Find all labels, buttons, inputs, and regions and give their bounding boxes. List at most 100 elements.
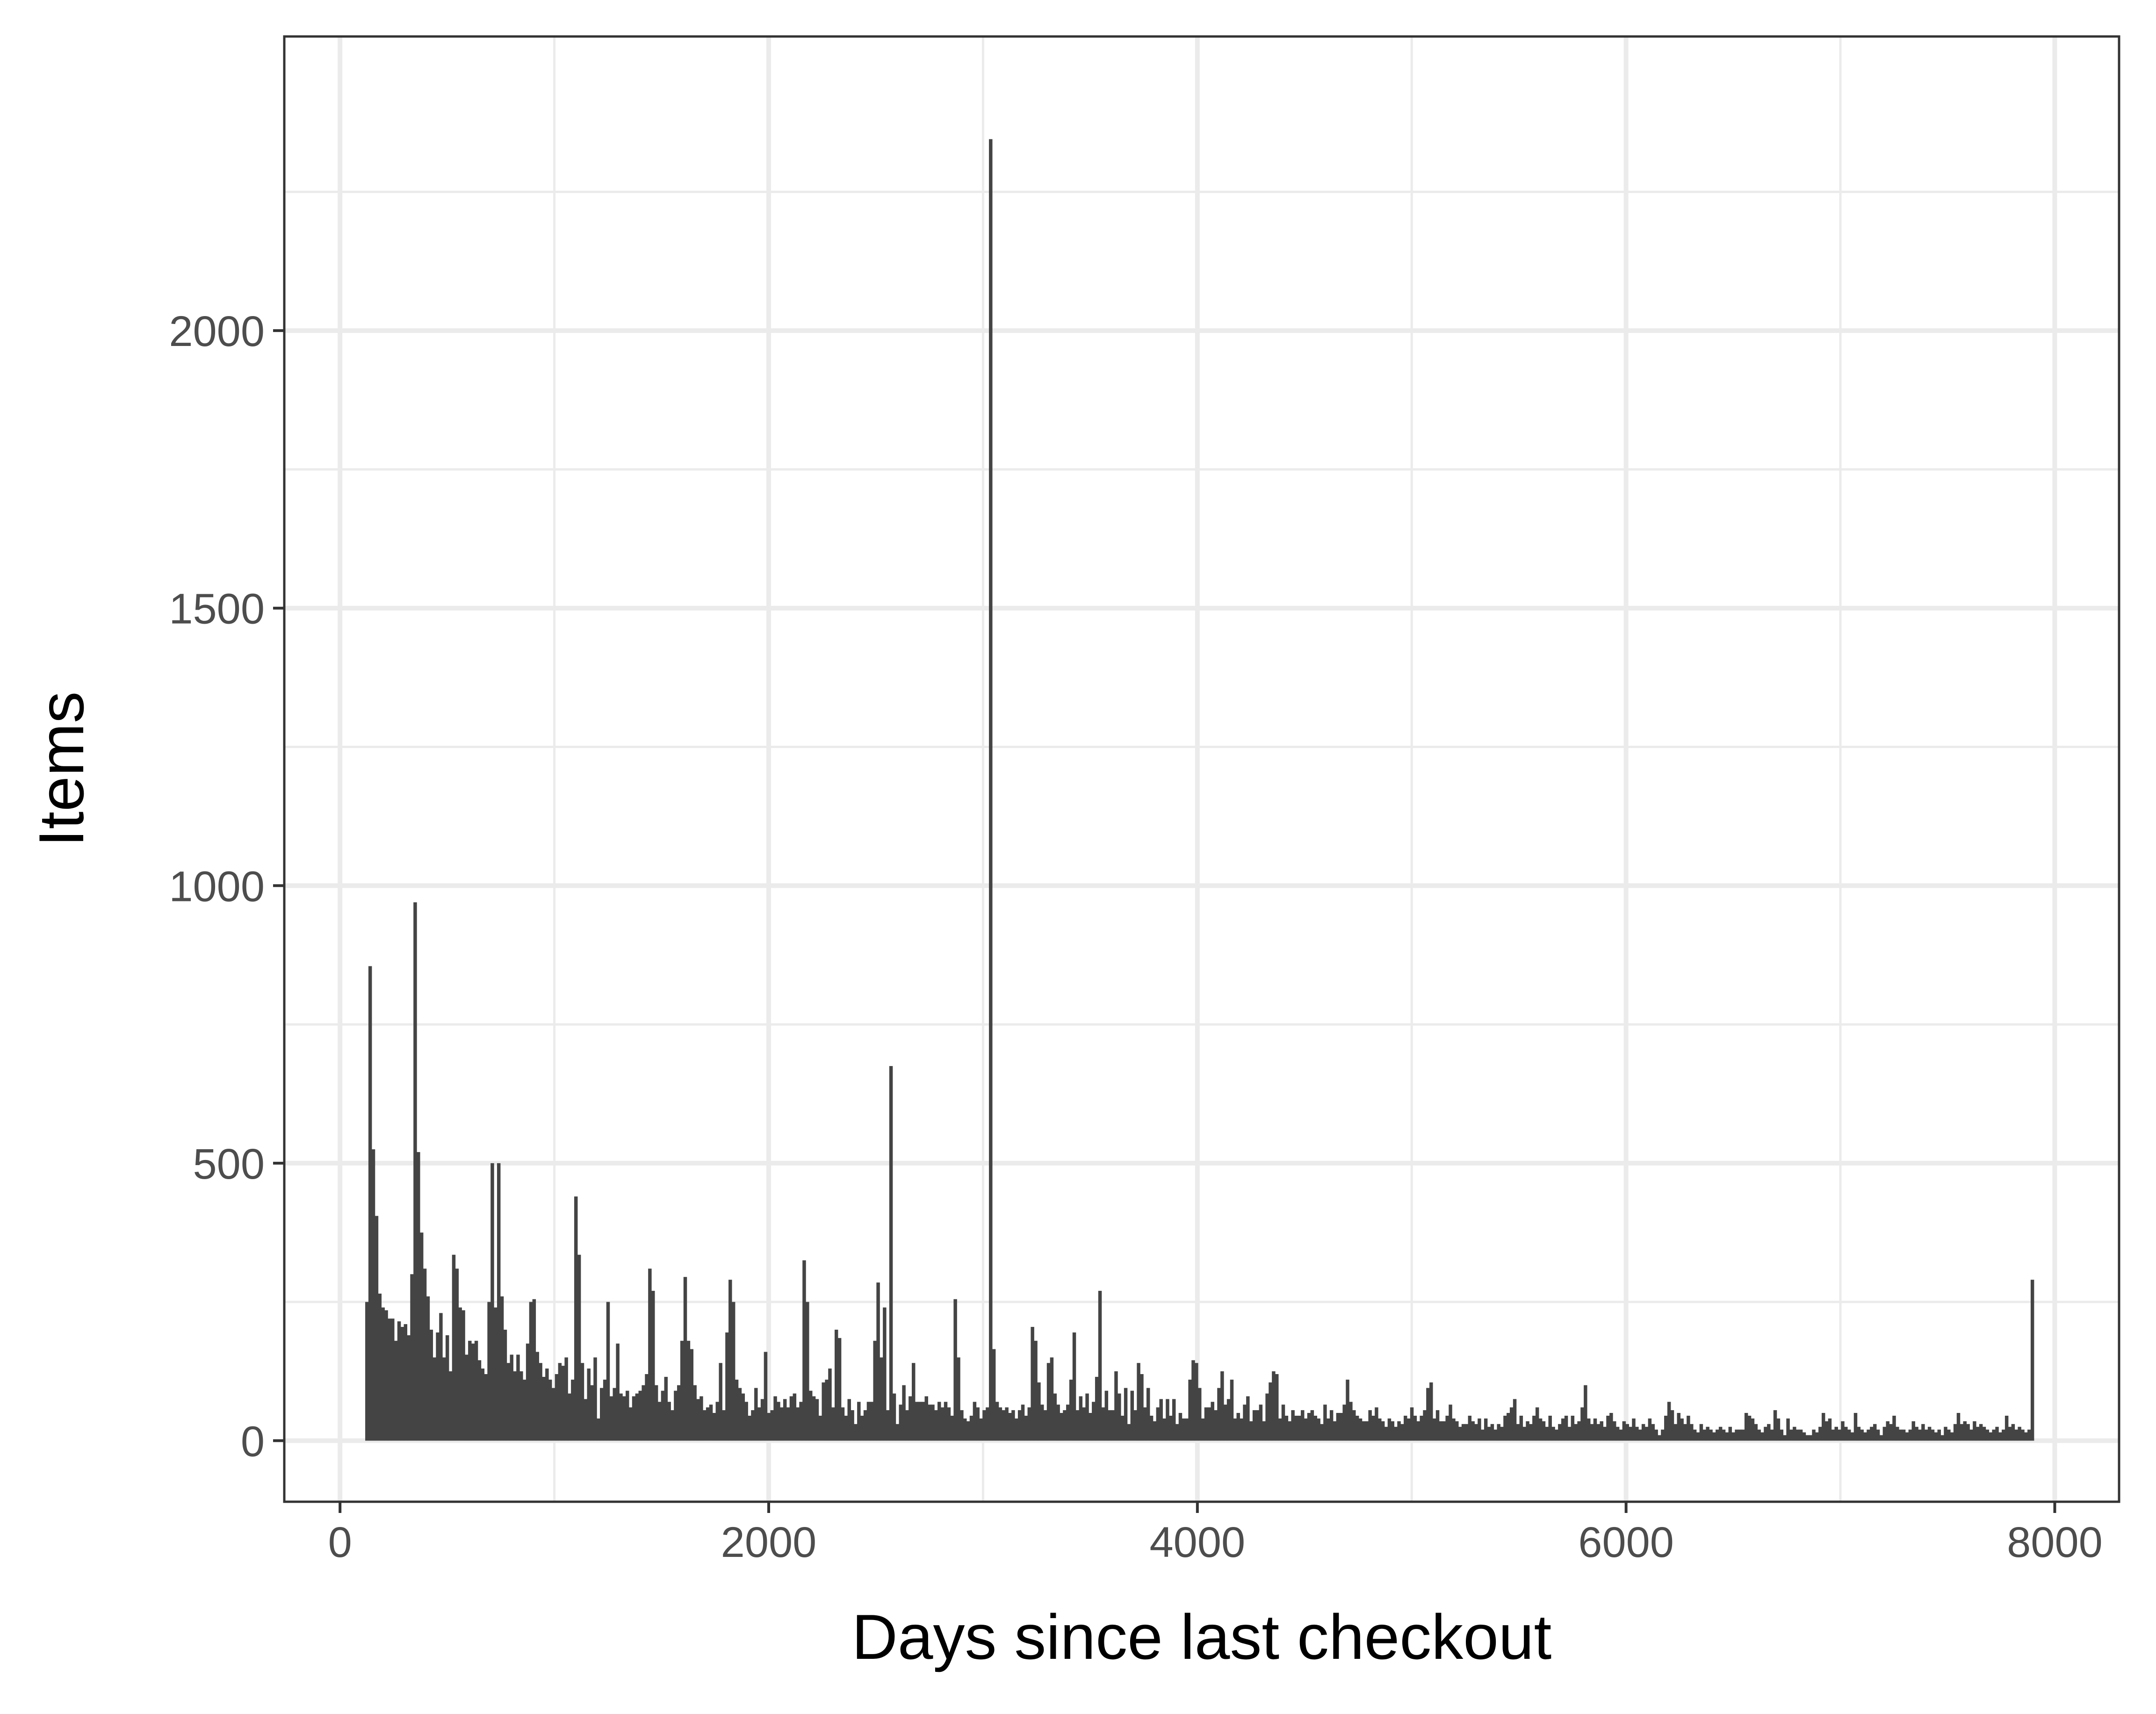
- histogram-bar: [1166, 1399, 1169, 1441]
- histogram-bar: [748, 1415, 751, 1441]
- histogram-bar: [1146, 1388, 1150, 1441]
- histogram-bar: [1011, 1410, 1015, 1441]
- histogram-bar: [969, 1415, 973, 1441]
- histogram-bar: [1542, 1421, 1546, 1441]
- histogram-bar: [1339, 1413, 1343, 1441]
- histogram-bar: [461, 1310, 465, 1441]
- y-tick-label: 500: [193, 1140, 265, 1188]
- histogram-bar: [426, 1296, 430, 1441]
- histogram-bar: [622, 1396, 626, 1441]
- histogram-bar: [1593, 1418, 1597, 1441]
- histogram-bar: [1468, 1415, 1472, 1441]
- histogram-bar: [696, 1399, 700, 1441]
- histogram-bar: [1490, 1424, 1494, 1441]
- histogram-bar: [477, 1360, 482, 1441]
- histogram-bar: [1435, 1410, 1440, 1441]
- histogram-bar: [1156, 1407, 1160, 1441]
- histogram-bar: [1043, 1410, 1047, 1441]
- histogram-bar: [1391, 1421, 1395, 1441]
- histogram-bar: [1821, 1413, 1825, 1441]
- histogram-bar: [1751, 1418, 1755, 1441]
- histogram-bar: [577, 1254, 581, 1441]
- histogram-bar: [966, 1421, 970, 1441]
- histogram-bar: [1876, 1429, 1880, 1441]
- histogram-bar: [494, 1307, 498, 1441]
- histogram-bar: [911, 1363, 916, 1441]
- histogram-bar: [1423, 1410, 1427, 1441]
- histogram-bar: [1262, 1421, 1266, 1441]
- histogram-bar: [1015, 1418, 1018, 1441]
- histogram-bar: [1487, 1426, 1491, 1441]
- histogram-bar: [844, 1415, 848, 1441]
- histogram-bar: [535, 1352, 539, 1441]
- histogram-bar: [1931, 1429, 1935, 1441]
- histogram-bar: [2018, 1426, 2021, 1441]
- histogram-bar: [712, 1413, 716, 1441]
- histogram-bar: [1092, 1402, 1096, 1441]
- histogram-bar: [1667, 1402, 1671, 1441]
- histogram-bar: [1818, 1426, 1822, 1441]
- histogram-bar: [1500, 1426, 1504, 1441]
- histogram-bar: [2008, 1426, 2012, 1441]
- histogram-bar: [1188, 1379, 1192, 1441]
- histogram-bar: [417, 1152, 420, 1441]
- histogram-bar: [1918, 1429, 1922, 1441]
- histogram-bar: [1272, 1371, 1276, 1441]
- x-axis: 0 2000 4000 6000 8000: [328, 1502, 2103, 1566]
- y-tick-label: 2000: [169, 308, 265, 355]
- histogram-bar: [1307, 1413, 1311, 1441]
- histogram-bar: [1098, 1290, 1102, 1441]
- histogram-bar: [1641, 1424, 1645, 1441]
- histogram-bar: [1432, 1418, 1436, 1441]
- histogram-bar: [741, 1393, 745, 1441]
- histogram-bar: [1969, 1429, 1973, 1441]
- histogram-bar: [1712, 1432, 1716, 1441]
- histogram-bar: [1294, 1415, 1298, 1441]
- histogram-bar: [1793, 1426, 1796, 1441]
- histogram-bar: [1464, 1424, 1469, 1441]
- histogram-bar: [1040, 1404, 1044, 1441]
- histogram-bar: [1927, 1426, 1932, 1441]
- histogram-bar: [1352, 1410, 1356, 1441]
- histogram-bar: [719, 1363, 722, 1441]
- plot-panel: [284, 36, 2119, 1502]
- histogram-bar: [484, 1374, 488, 1441]
- histogram-bar: [847, 1399, 851, 1441]
- y-axis: 0 500 1000 1500 2000: [169, 308, 284, 1465]
- histogram-bar: [777, 1402, 780, 1441]
- histogram-bar: [616, 1343, 620, 1441]
- histogram-bar: [895, 1424, 900, 1441]
- histogram-bar: [465, 1354, 469, 1441]
- histogram-bar: [397, 1321, 401, 1441]
- histogram-bar: [715, 1402, 720, 1441]
- histogram-bar: [1632, 1418, 1636, 1441]
- histogram-bar: [918, 1402, 922, 1441]
- histogram-bar: [555, 1374, 559, 1441]
- histogram-bar: [1114, 1371, 1118, 1441]
- histogram-bar: [1317, 1418, 1320, 1441]
- histogram-bar: [1648, 1418, 1652, 1441]
- histogram-bar: [757, 1407, 761, 1441]
- histogram-bar: [808, 1390, 813, 1441]
- histogram-bar: [886, 1410, 890, 1441]
- histogram-bar: [802, 1260, 806, 1441]
- histogram-bar: [699, 1396, 703, 1441]
- histogram-bar: [1934, 1432, 1938, 1441]
- histogram-bar: [1082, 1407, 1086, 1441]
- histogram-bar: [452, 1254, 456, 1441]
- histogram-bar: [744, 1402, 748, 1441]
- histogram-bar: [1658, 1435, 1661, 1441]
- histogram-bar: [1979, 1424, 1983, 1441]
- histogram-bar: [1580, 1407, 1584, 1441]
- histogram-bar: [642, 1385, 645, 1441]
- histogram-bar: [667, 1402, 671, 1441]
- histogram-bar: [1406, 1418, 1411, 1441]
- histogram-bar: [1291, 1410, 1295, 1441]
- histogram-bar: [648, 1268, 652, 1441]
- histogram-bar: [1896, 1426, 1899, 1441]
- y-tick-label: 0: [241, 1418, 265, 1465]
- histogram-bar: [1786, 1418, 1790, 1441]
- histogram-bar: [1596, 1424, 1601, 1441]
- histogram-bar: [1815, 1432, 1819, 1441]
- histogram-bar: [1741, 1429, 1745, 1441]
